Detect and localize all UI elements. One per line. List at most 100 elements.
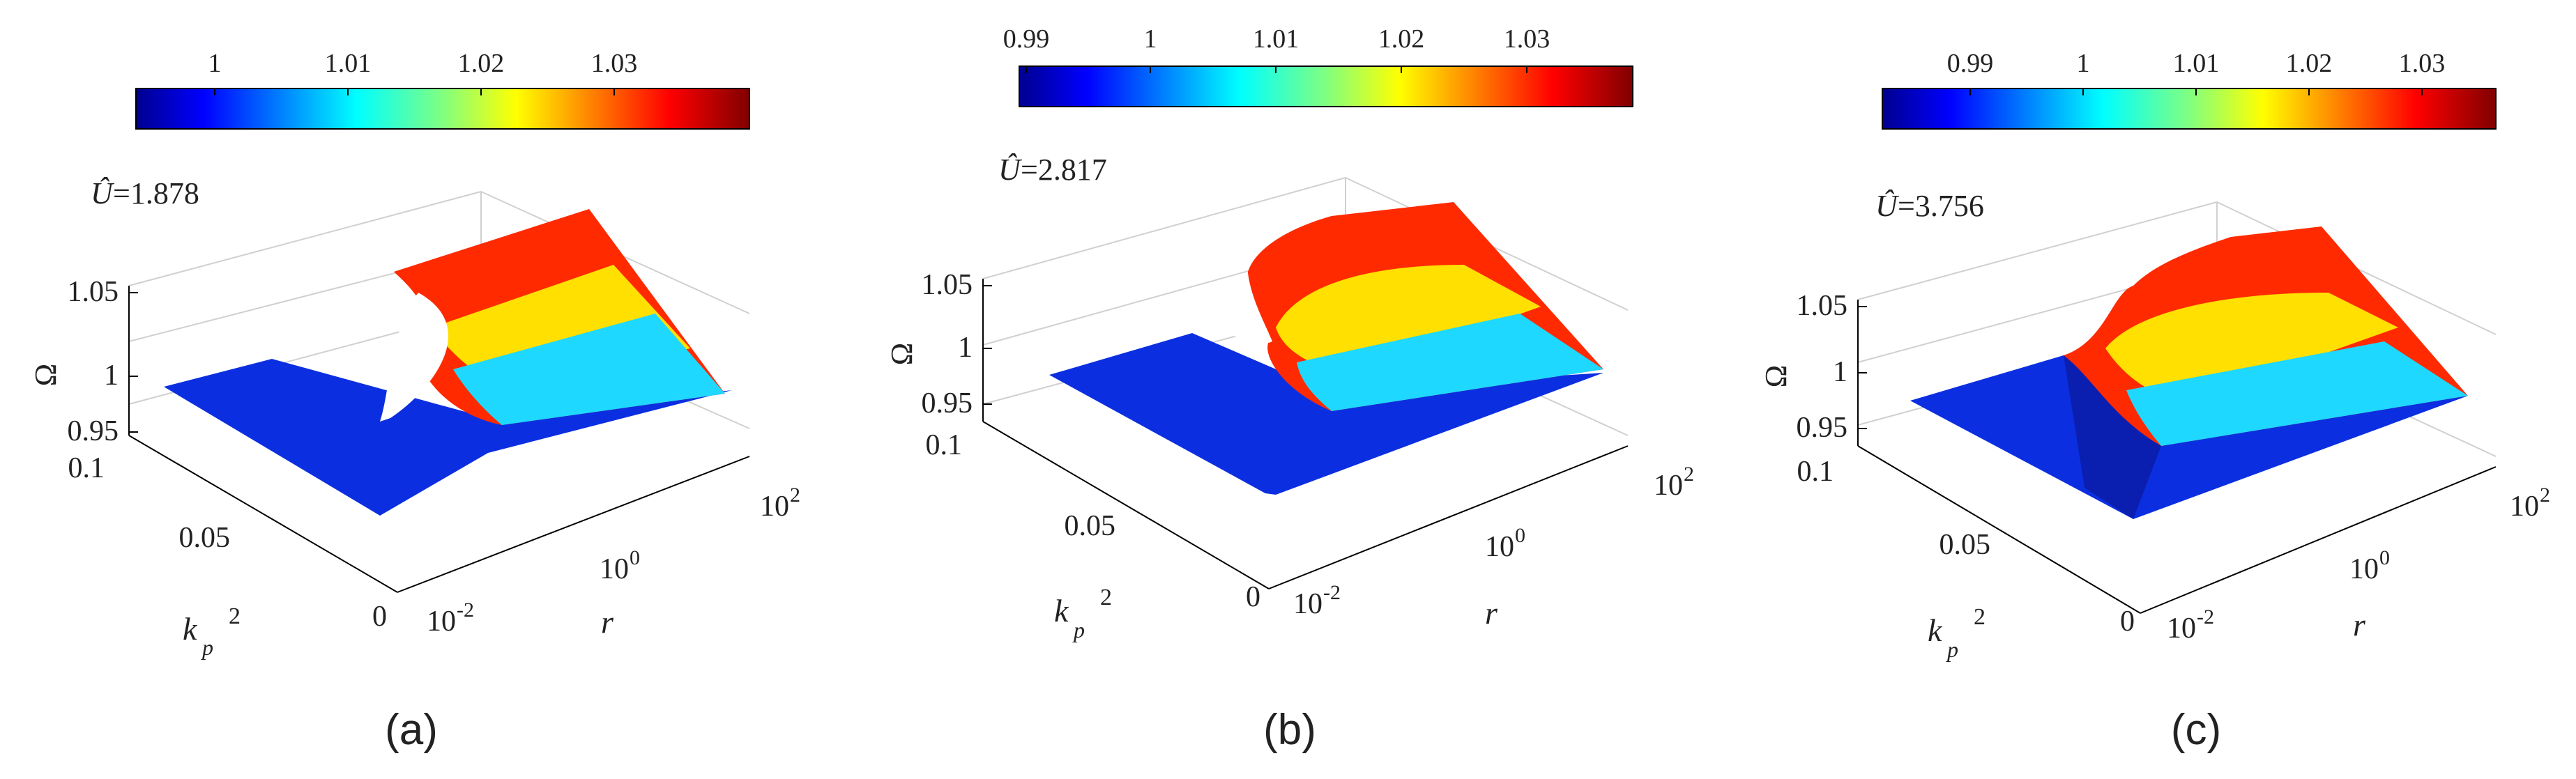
r-axis-line bbox=[2140, 466, 2497, 614]
colorbar-c-tick-label: 0.99 bbox=[1947, 49, 1994, 78]
colorbar-b-tick-label: 0.99 bbox=[1003, 24, 1050, 54]
r-tick-exp: -2 bbox=[457, 599, 474, 622]
r-tick-label: 10 -2 bbox=[427, 599, 474, 638]
z-tick-label: 1 bbox=[104, 360, 119, 392]
grid-line bbox=[982, 177, 1346, 279]
kp-tick-label: 0.05 bbox=[179, 522, 231, 554]
colorbar-b: 0.99 1 1.01 1.02 1.03 bbox=[1003, 24, 1633, 107]
annotation-a: Û =1.878 bbox=[91, 176, 199, 210]
z-tick-label: 0.95 bbox=[922, 387, 973, 419]
colorbar-a: 1 1.01 1.02 1.03 bbox=[135, 49, 750, 130]
r-tick-base: 10 bbox=[1293, 588, 1323, 620]
z-tick-label: 0.95 bbox=[68, 415, 119, 447]
z-axis-label: Ω bbox=[29, 364, 63, 387]
r-tick-label: 10 -2 bbox=[1293, 581, 1341, 620]
r-tick-label: 10 0 bbox=[600, 546, 640, 585]
surface-a bbox=[164, 209, 732, 516]
kp-label-sub: p bbox=[1946, 637, 1958, 662]
panel-c: 0.99 1 1.01 1.02 1.03 Û =3.756 bbox=[1759, 49, 2550, 754]
u-hat-value: =3.756 bbox=[1898, 189, 1984, 223]
panel-b: 0.99 1 1.01 1.02 1.03 Û =2.817 bbox=[885, 24, 1694, 754]
u-hat-value: =2.817 bbox=[1021, 153, 1107, 187]
annotation-b: Û =2.817 bbox=[998, 153, 1107, 187]
r-tick-exp: 0 bbox=[1515, 524, 1525, 547]
r-axis-label: r bbox=[1485, 595, 1498, 631]
r-tick-base: 10 bbox=[2510, 491, 2539, 523]
axes-frame-c bbox=[1857, 300, 2497, 614]
panel-caption: (a) bbox=[385, 706, 438, 754]
r-axis-label: r bbox=[601, 604, 614, 640]
r-tick-label: 10 2 bbox=[1654, 463, 1694, 502]
kp-tick-label: 0 bbox=[1246, 581, 1260, 613]
kp-tick-label: 0.05 bbox=[1065, 510, 1116, 542]
kp-label-base: k bbox=[183, 611, 198, 647]
r-axis-line bbox=[1268, 445, 1629, 589]
r-tick-label: 10 -2 bbox=[2167, 606, 2214, 645]
surface-a-floor bbox=[164, 359, 732, 516]
axes-frame-a bbox=[128, 286, 750, 593]
surface-c-mid bbox=[2105, 293, 2398, 404]
r-tick-exp: -2 bbox=[2197, 606, 2214, 628]
r-tick-label: 10 2 bbox=[2510, 484, 2550, 523]
colorbar-a-gradient bbox=[135, 88, 750, 130]
surface-b-low bbox=[1297, 314, 1603, 411]
colorbar-b-tick-label: 1.01 bbox=[1253, 24, 1300, 54]
surface-a-hole bbox=[380, 293, 448, 422]
surface-b-hole bbox=[1192, 273, 1272, 344]
r-tick-base: 10 bbox=[2167, 612, 2196, 645]
z-tick-label: 1 bbox=[958, 332, 973, 364]
kp-label-base: k bbox=[1054, 593, 1069, 628]
colorbar-b-gradient bbox=[1019, 65, 1633, 107]
kp-tick-label: 0 bbox=[2120, 606, 2135, 638]
colorbar-b-tick-label: 1 bbox=[1144, 24, 1157, 54]
colorbar-b-tick-label: 1.02 bbox=[1378, 24, 1425, 54]
kp-tick-label: 0.05 bbox=[1939, 529, 1991, 561]
grid-line bbox=[128, 191, 482, 286]
r-axis-line bbox=[397, 456, 750, 593]
r-tick-exp: 0 bbox=[2379, 546, 2390, 569]
panel-caption: (b) bbox=[1263, 706, 1316, 754]
surface-b bbox=[1049, 202, 1603, 495]
z-tick-label: 0.95 bbox=[1797, 412, 1848, 444]
kp-label-sup: 2 bbox=[229, 603, 241, 629]
u-hat-symbol: Û bbox=[998, 153, 1023, 187]
colorbar-a-tick-label: 1.01 bbox=[325, 49, 372, 78]
z-axis-label: Ω bbox=[885, 343, 919, 366]
z-tick-label: 1 bbox=[1833, 356, 1847, 388]
annotation-c: Û =3.756 bbox=[1875, 189, 1984, 223]
r-tick-exp: -2 bbox=[1323, 581, 1341, 604]
r-tick-label: 10 0 bbox=[1485, 524, 1525, 563]
r-tick-label: 10 2 bbox=[760, 484, 800, 523]
kp-label-sup: 2 bbox=[1100, 585, 1112, 610]
kp-axis-line bbox=[1857, 445, 2141, 614]
r-tick-exp: 2 bbox=[1684, 463, 1694, 486]
kp-tick-label: 0.1 bbox=[1797, 456, 1834, 488]
kp-axis-label: k p 2 bbox=[1928, 604, 1986, 662]
colorbar-c: 0.99 1 1.01 1.02 1.03 bbox=[1882, 49, 2497, 130]
kp-axis-line bbox=[982, 421, 1270, 589]
r-tick-label: 10 0 bbox=[2349, 546, 2390, 585]
colorbar-a-tick-label: 1 bbox=[208, 49, 222, 78]
surface-c-dark bbox=[2064, 355, 2161, 519]
r-tick-base: 10 bbox=[760, 491, 789, 523]
colorbar-a-tick-label: 1.02 bbox=[458, 49, 505, 78]
r-tick-exp: 2 bbox=[790, 484, 800, 507]
surface-c-low bbox=[2126, 341, 2468, 446]
kp-tick-label: 0.1 bbox=[68, 452, 105, 484]
r-axis-label: r bbox=[2353, 607, 2366, 642]
r-tick-base: 10 bbox=[1485, 531, 1514, 563]
kp-tick-label: 0.1 bbox=[926, 429, 963, 461]
colorbar-c-tick-label: 1.02 bbox=[2286, 49, 2333, 78]
kp-axis-line bbox=[128, 435, 398, 593]
kp-label-sub: p bbox=[1072, 617, 1085, 642]
grid-line bbox=[1857, 201, 2218, 300]
surface-b-floor bbox=[1049, 333, 1603, 495]
surface-a-low bbox=[453, 314, 725, 425]
r-tick-exp: 0 bbox=[630, 546, 640, 569]
kp-axis-label: k p 2 bbox=[1054, 585, 1112, 642]
colorbar-a-tick-label: 1.03 bbox=[591, 49, 638, 78]
colorbar-c-tick-label: 1.03 bbox=[2399, 49, 2446, 78]
colorbar-b-tick-label: 1.03 bbox=[1504, 24, 1550, 54]
r-tick-base: 10 bbox=[427, 606, 456, 638]
